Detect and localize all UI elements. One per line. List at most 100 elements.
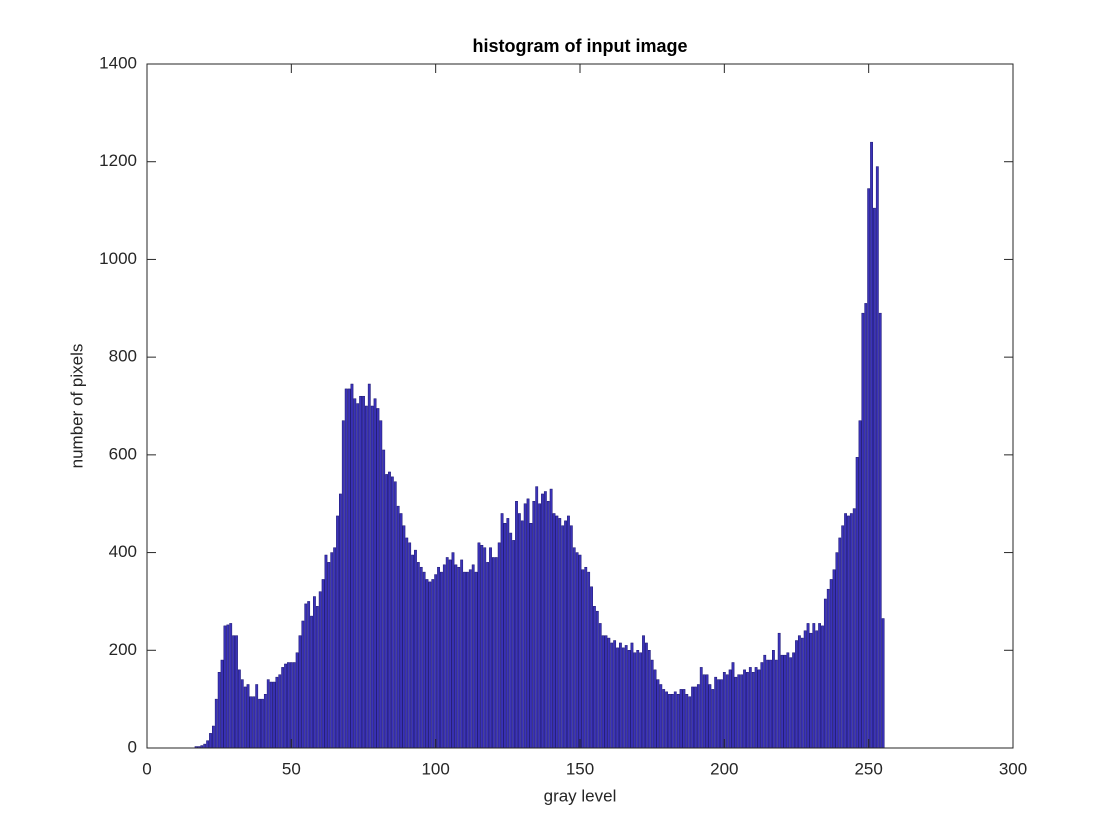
bar <box>567 515 570 749</box>
bar <box>855 457 859 749</box>
bar <box>466 571 469 749</box>
bar <box>509 532 513 749</box>
bar <box>881 618 885 749</box>
bar <box>526 498 530 749</box>
bar <box>529 523 533 749</box>
bar <box>668 694 671 749</box>
bar <box>209 733 212 749</box>
bar <box>575 552 579 749</box>
bar <box>313 596 316 749</box>
bar <box>769 659 772 749</box>
bar <box>847 515 850 749</box>
bar <box>232 635 236 749</box>
bar <box>832 569 836 749</box>
bar <box>607 637 611 749</box>
bar <box>350 383 354 749</box>
bar <box>249 696 253 749</box>
bar <box>578 554 582 749</box>
bar <box>408 542 412 749</box>
bar <box>673 691 677 749</box>
bar <box>263 694 267 749</box>
x-tick-label: 200 <box>710 759 738 778</box>
bar <box>595 610 599 749</box>
bar <box>367 383 371 749</box>
bar <box>766 659 770 749</box>
bar <box>353 398 357 749</box>
bar <box>867 188 871 749</box>
bar <box>593 606 596 749</box>
bar <box>428 581 432 749</box>
bar <box>789 657 793 749</box>
bar <box>751 672 755 749</box>
y-tick-label: 200 <box>109 640 137 659</box>
bar <box>486 562 490 749</box>
bar <box>829 579 833 749</box>
bar <box>246 684 250 749</box>
bar <box>783 654 787 749</box>
bar <box>552 513 556 749</box>
bar <box>431 579 435 749</box>
bar <box>598 623 602 749</box>
bar <box>757 669 761 749</box>
bar <box>581 569 585 749</box>
bar <box>520 520 524 749</box>
bar <box>333 547 337 749</box>
x-tick-label: 250 <box>854 759 882 778</box>
bar <box>642 635 645 749</box>
bar <box>255 684 259 749</box>
bar <box>399 513 403 749</box>
bar <box>538 503 541 749</box>
bar <box>385 474 388 749</box>
bar <box>284 663 287 749</box>
bar <box>546 501 550 749</box>
bar <box>714 676 718 749</box>
bar <box>613 640 617 749</box>
bar <box>266 679 270 749</box>
bar <box>460 559 464 749</box>
y-tick-label: 800 <box>109 347 137 366</box>
bar <box>861 312 865 749</box>
bar <box>780 654 784 749</box>
bar <box>731 662 735 749</box>
bar <box>416 562 420 749</box>
bar <box>275 676 279 749</box>
bar <box>517 513 521 749</box>
bar <box>636 650 640 749</box>
bar <box>327 562 331 749</box>
x-tick-label: 300 <box>999 759 1027 778</box>
bar <box>272 681 276 749</box>
x-tick-label: 50 <box>282 759 301 778</box>
bar <box>454 564 458 749</box>
bar <box>370 405 374 749</box>
bar <box>774 659 778 749</box>
bar <box>748 667 752 749</box>
bar <box>835 552 839 749</box>
bar <box>223 625 227 749</box>
bar <box>659 684 663 749</box>
bar <box>512 540 516 749</box>
bar <box>760 662 764 749</box>
bar <box>561 525 565 749</box>
bar <box>535 486 539 749</box>
bar <box>656 679 660 749</box>
bar <box>639 652 643 749</box>
bar <box>318 591 322 749</box>
bar <box>304 603 308 749</box>
bar <box>237 669 241 749</box>
bar <box>543 491 547 749</box>
x-tick-label: 0 <box>142 759 151 778</box>
y-tick-label: 0 <box>128 737 137 756</box>
bar <box>650 659 654 749</box>
bar <box>569 525 573 749</box>
bar <box>440 571 443 749</box>
bar <box>630 642 634 749</box>
y-tick-label: 1200 <box>99 151 137 170</box>
bar <box>405 537 409 749</box>
bar <box>298 635 302 749</box>
bar <box>688 696 692 749</box>
bar <box>812 623 816 749</box>
bar <box>838 537 842 749</box>
bar <box>434 574 438 749</box>
bar <box>390 476 394 749</box>
